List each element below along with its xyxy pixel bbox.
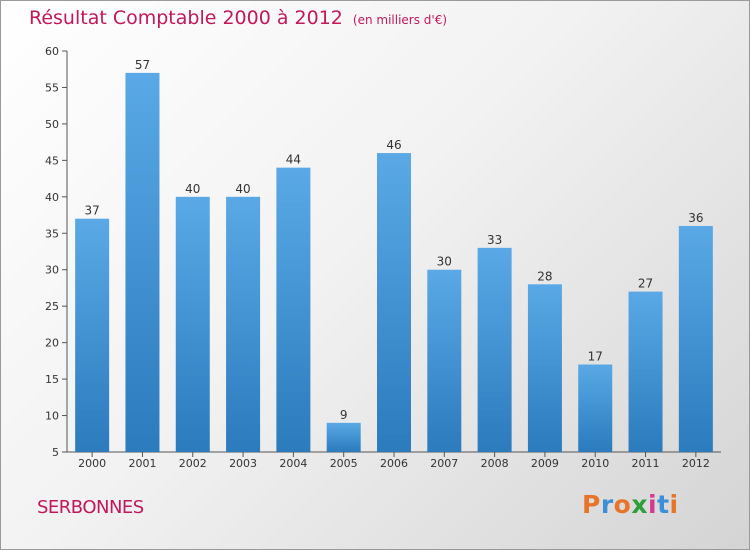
bar-2012 <box>678 225 713 452</box>
commune-name: SERBONNES <box>37 497 144 518</box>
data-label-2005: 9 <box>340 408 348 422</box>
x-tick-label-2007: 2007 <box>430 457 458 470</box>
proxiti-logo[interactable]: Proxiti <box>582 490 679 519</box>
data-label-2012: 36 <box>688 211 703 225</box>
x-tick-label-2002: 2002 <box>179 457 207 470</box>
y-tick-label: 55 <box>45 81 59 94</box>
x-tick-label-2000: 2000 <box>78 457 106 470</box>
bar-2002 <box>175 196 210 452</box>
bar-2006 <box>377 153 411 452</box>
x-tick-label-2003: 2003 <box>229 457 257 470</box>
bar-2007 <box>427 269 462 452</box>
bar-2003 <box>226 196 261 452</box>
x-tick-label-2012: 2012 <box>682 457 710 470</box>
x-tick-label-2004: 2004 <box>279 457 307 470</box>
data-label-2008: 33 <box>487 233 502 247</box>
x-tick-label-2001: 2001 <box>128 457 156 470</box>
data-label-2007: 30 <box>437 255 452 269</box>
x-tick-label-2008: 2008 <box>481 457 509 470</box>
y-tick-label: 60 <box>45 45 59 58</box>
data-label-2010: 17 <box>588 350 603 364</box>
logo-letter: i <box>669 490 679 519</box>
logo-letter: o <box>613 490 632 519</box>
bar-2010 <box>578 364 613 452</box>
data-label-2001: 57 <box>135 58 150 72</box>
y-tick-label: 45 <box>45 154 59 167</box>
data-label-2003: 40 <box>235 182 250 196</box>
data-label-2004: 44 <box>286 153 301 167</box>
y-tick-label: 30 <box>45 264 59 277</box>
chart-title-main: Résultat Comptable 2000 à 2012 <box>29 7 343 29</box>
bar-2011 <box>628 291 663 452</box>
bar-2000 <box>75 218 110 452</box>
bar-2004 <box>276 167 311 452</box>
y-tick-label: 25 <box>45 300 59 313</box>
chart-title: Résultat Comptable 2000 à 2012 (en millie… <box>29 7 447 29</box>
logo-letter: r <box>600 490 614 519</box>
data-labels: 37 57 40 40 44 9 46 30 33 28 17 27 36 <box>85 58 704 422</box>
x-tick-label-2006: 2006 <box>380 457 408 470</box>
bar-2005 <box>326 422 361 452</box>
bars <box>75 72 713 452</box>
y-tick-label: 20 <box>45 337 59 350</box>
data-label-2006: 46 <box>386 138 401 152</box>
y-tick-label: 50 <box>45 118 59 131</box>
chart-title-unit: (en milliers d'€) <box>352 13 448 27</box>
x-tick-label-2010: 2010 <box>581 457 609 470</box>
y-axis: 5 10 15 20 25 30 35 40 45 50 55 60 <box>45 45 68 459</box>
x-axis: 2000 2001 2002 2003 2004 2005 2006 2007 2008 2009… <box>67 451 721 470</box>
y-tick-label: 15 <box>45 373 59 386</box>
bar-2001 <box>125 72 160 452</box>
logo-letter: x <box>631 490 648 519</box>
x-tick-label-2005: 2005 <box>330 457 358 470</box>
bar-2009 <box>527 284 562 452</box>
x-tick-label-2009: 2009 <box>531 457 559 470</box>
data-label-2009: 28 <box>537 269 552 283</box>
data-label-2011: 27 <box>638 277 653 291</box>
logo-letter: i <box>648 490 658 519</box>
data-label-2000: 37 <box>85 204 100 218</box>
y-tick-label: 10 <box>45 410 59 423</box>
bar-2008 <box>477 247 512 452</box>
logo-letter: t <box>657 490 670 519</box>
y-tick-label: 40 <box>45 191 59 204</box>
data-label-2002: 40 <box>185 182 200 196</box>
y-tick-label: 35 <box>45 227 59 240</box>
logo-letter: P <box>582 490 601 519</box>
y-tick-label: 5 <box>52 446 59 459</box>
x-tick-label-2011: 2011 <box>632 457 660 470</box>
